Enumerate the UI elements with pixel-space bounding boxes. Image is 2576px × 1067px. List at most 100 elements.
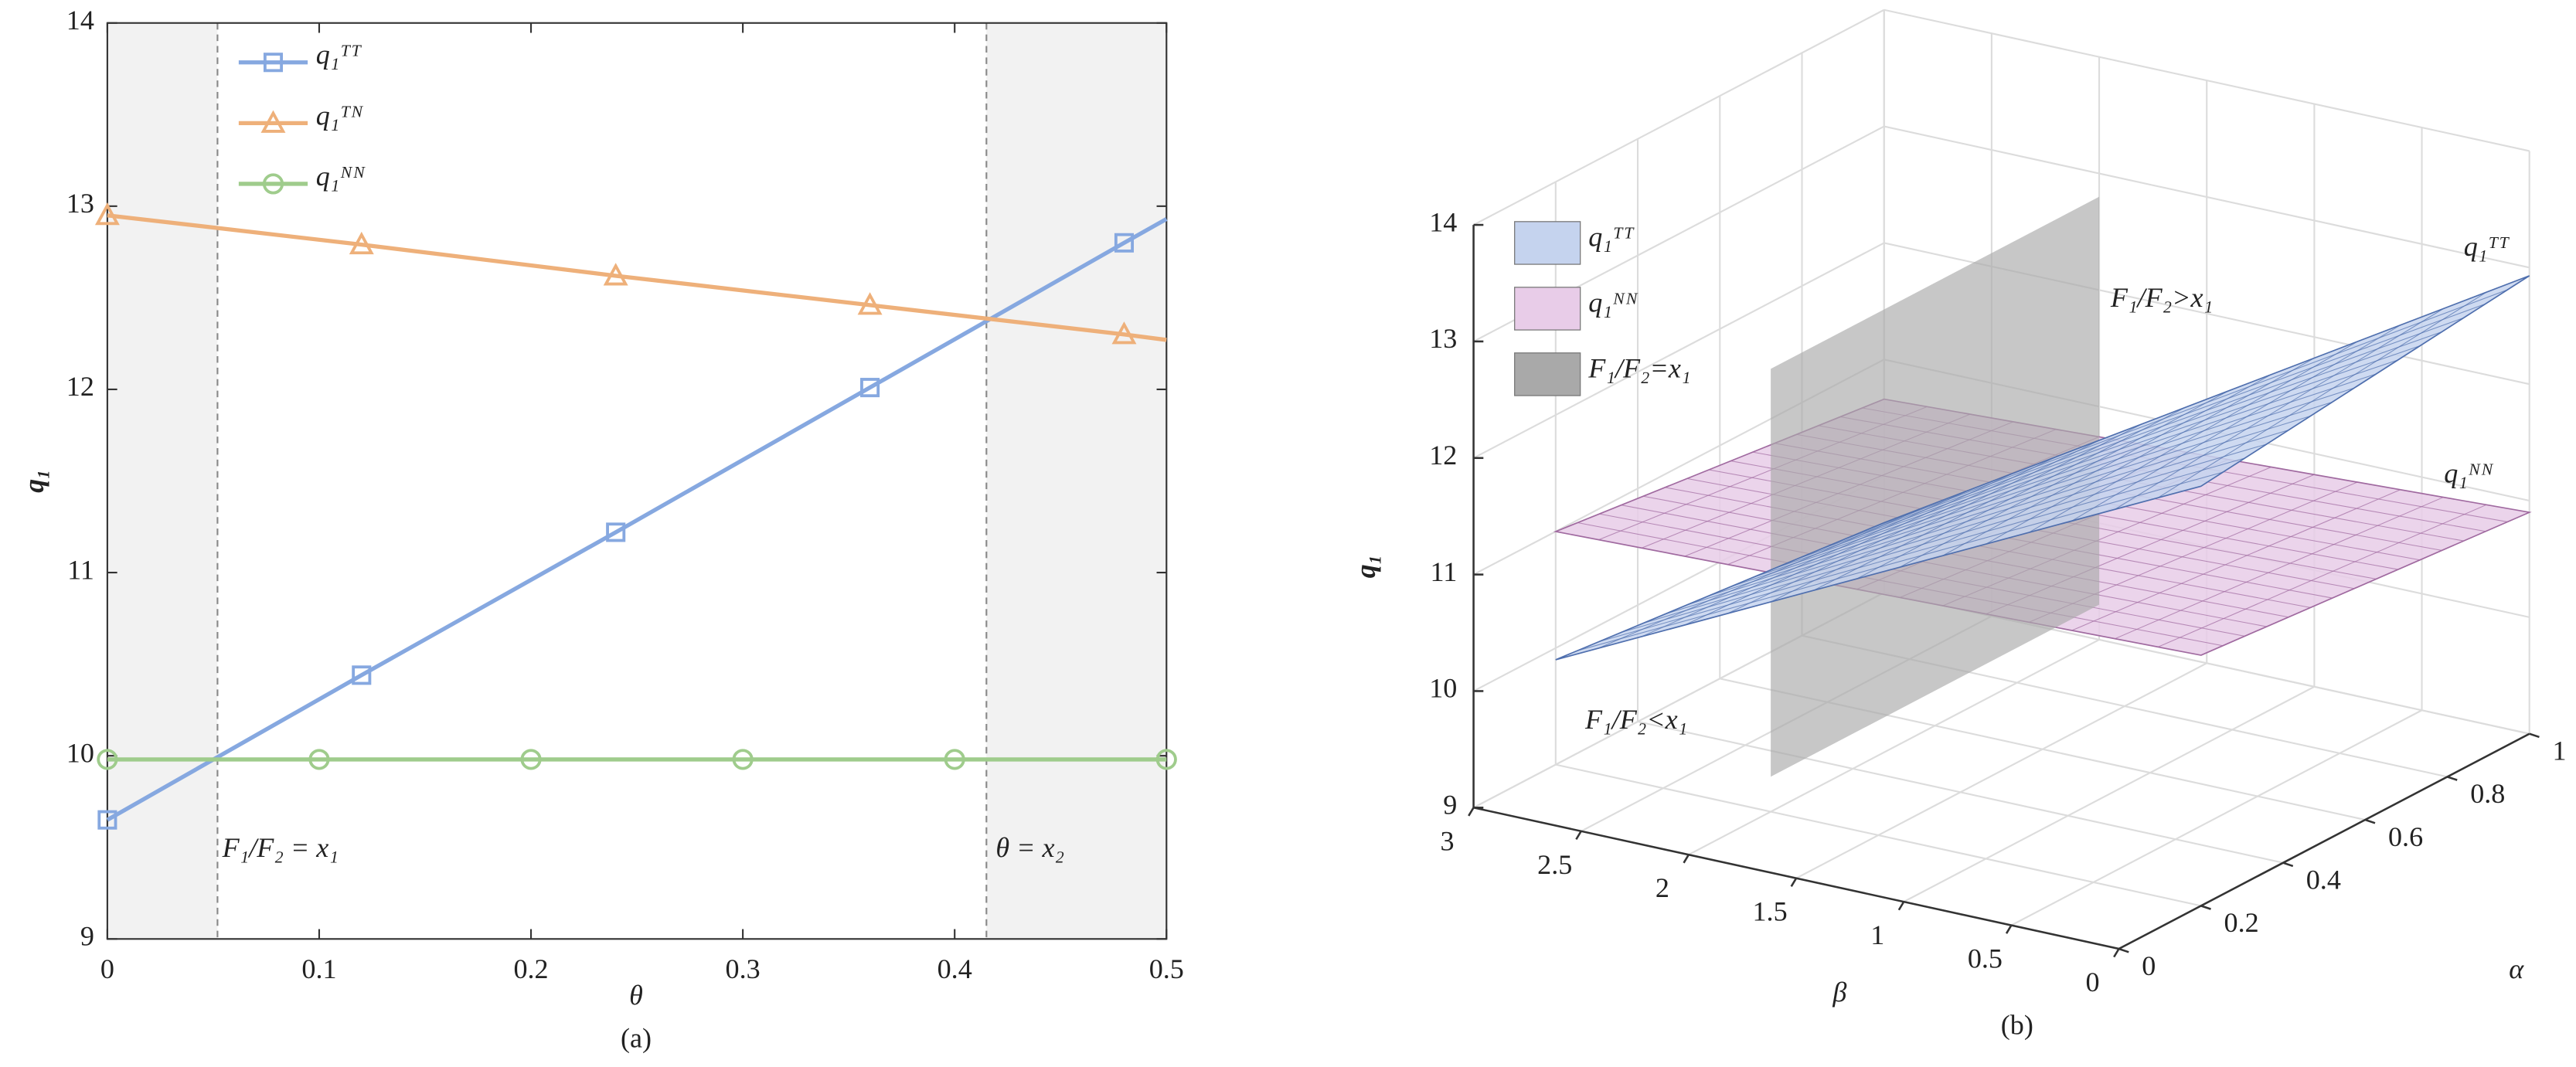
mesh-line <box>1839 303 2486 542</box>
y-tick <box>2364 818 2376 824</box>
x-tick <box>1790 878 1798 887</box>
legend-swatch <box>1514 221 1581 265</box>
legend-label: q₁ᵀᴺ <box>316 100 364 131</box>
y-axis <box>2118 732 2530 950</box>
y-tick-label: 13 <box>66 188 94 219</box>
marker <box>263 53 284 73</box>
y-tick <box>2282 861 2294 868</box>
x-tick-label: 0 <box>2086 967 2100 997</box>
marker <box>1111 321 1137 345</box>
mesh-line <box>1684 473 2013 626</box>
x-tick-label: 1 <box>1870 919 1884 950</box>
z-tick-label: 14 <box>1429 206 1457 237</box>
x-tick <box>1897 901 1905 911</box>
mesh-line <box>1727 456 2057 614</box>
legend-swatch <box>1514 352 1581 396</box>
y-tick <box>2118 947 2129 953</box>
marker <box>352 665 372 685</box>
grid-line <box>1795 662 2207 879</box>
y-tick-label: 0.8 <box>2470 778 2505 809</box>
x-tick-label: 0.5 <box>1968 943 2003 974</box>
y-tick-label: 11 <box>67 554 94 585</box>
mesh-line <box>1770 440 2100 603</box>
marker <box>262 173 284 195</box>
mesh-line <box>1818 317 2464 551</box>
y-tick-label: 12 <box>66 371 94 402</box>
mesh-line <box>1942 374 2271 556</box>
z-tick-label: 13 <box>1429 323 1457 354</box>
marker <box>732 749 754 770</box>
threshold-plane <box>1771 196 2100 777</box>
legend-label: q₁ᴺᴺ <box>316 161 366 192</box>
mesh-line <box>1730 373 2377 587</box>
z-tick-label: 10 <box>1429 673 1457 704</box>
y-tick-label: 0.4 <box>2306 864 2341 895</box>
marker <box>1155 749 1177 770</box>
grid-line <box>1473 242 1885 459</box>
marker <box>603 263 628 286</box>
marker <box>308 749 330 770</box>
marker <box>97 749 118 770</box>
legend-swatch <box>1514 287 1581 331</box>
x-tick <box>1683 854 1690 864</box>
y-tick-label: 9 <box>80 921 94 952</box>
mesh-line <box>1796 331 2442 560</box>
x-tick-label: 0.5 <box>1149 953 1184 984</box>
z-tick-label: 9 <box>1443 790 1457 821</box>
annotation: F₁/F₂ = x₁ <box>222 832 339 863</box>
grid-line <box>1884 8 2530 152</box>
grid-line <box>1555 763 2202 907</box>
x-axis-label: β <box>1832 977 1846 1008</box>
y-axis-label: α <box>2509 953 2524 984</box>
marker <box>520 749 542 770</box>
y-tick <box>2200 905 2211 910</box>
surface-label: q₁ᵀᵀ <box>2464 231 2510 262</box>
grid-line <box>1688 638 2100 856</box>
plot-frame <box>106 22 1168 940</box>
mesh-line <box>1621 443 2267 633</box>
mesh-line <box>2115 497 2444 640</box>
marker <box>606 522 626 542</box>
mesh-line <box>1856 406 2186 579</box>
annotation: F₁/F₂>x₁ <box>2110 282 2213 313</box>
z-tick-label: 12 <box>1429 440 1457 471</box>
x-tick <box>2005 924 2013 934</box>
y-tick-label: 10 <box>66 737 94 768</box>
y-tick-label: 14 <box>66 5 94 36</box>
mesh-line <box>2071 489 2401 631</box>
marker <box>94 202 120 226</box>
y-tick-label: 1 <box>2552 735 2566 766</box>
mesh-line <box>2157 504 2487 647</box>
mesh-line <box>2028 341 2358 533</box>
mesh-line <box>1774 345 2421 569</box>
y-tick-label: 0.6 <box>2388 821 2423 852</box>
marker <box>260 110 286 133</box>
grid-line <box>1637 720 2284 864</box>
legend-label: q₁ᵀᵀ <box>316 39 362 70</box>
marker <box>944 749 965 770</box>
mesh-line <box>2071 325 2401 522</box>
caption: (b) <box>2001 1009 2033 1040</box>
legend-label: q₁ᵀᵀ <box>1588 221 1635 252</box>
x-tick-label: 0.1 <box>301 953 336 984</box>
y-axis-label: q₁ <box>19 469 49 493</box>
legend-label: F₁/F₂=x₁ <box>1587 352 1690 383</box>
x-tick-label: 0 <box>100 953 114 984</box>
mesh-line <box>1599 457 2245 642</box>
mesh-line <box>1752 359 2398 578</box>
z-axis-label: q₁ <box>1350 555 1381 579</box>
x-tick-label: 2 <box>1656 872 1669 903</box>
y-tick <box>2529 732 2540 739</box>
shaded-region <box>107 22 218 940</box>
mesh-line <box>1642 430 2289 624</box>
grid-line <box>1884 125 2530 269</box>
x-tick-label: 0.3 <box>726 953 761 984</box>
x-tick <box>2113 948 2120 958</box>
marker <box>349 231 374 255</box>
mesh-line <box>1986 357 2315 545</box>
z-tick-label: 11 <box>1431 556 1458 587</box>
x-tick <box>1575 831 1582 841</box>
mesh-line <box>1641 489 1971 637</box>
marker <box>1114 233 1134 253</box>
